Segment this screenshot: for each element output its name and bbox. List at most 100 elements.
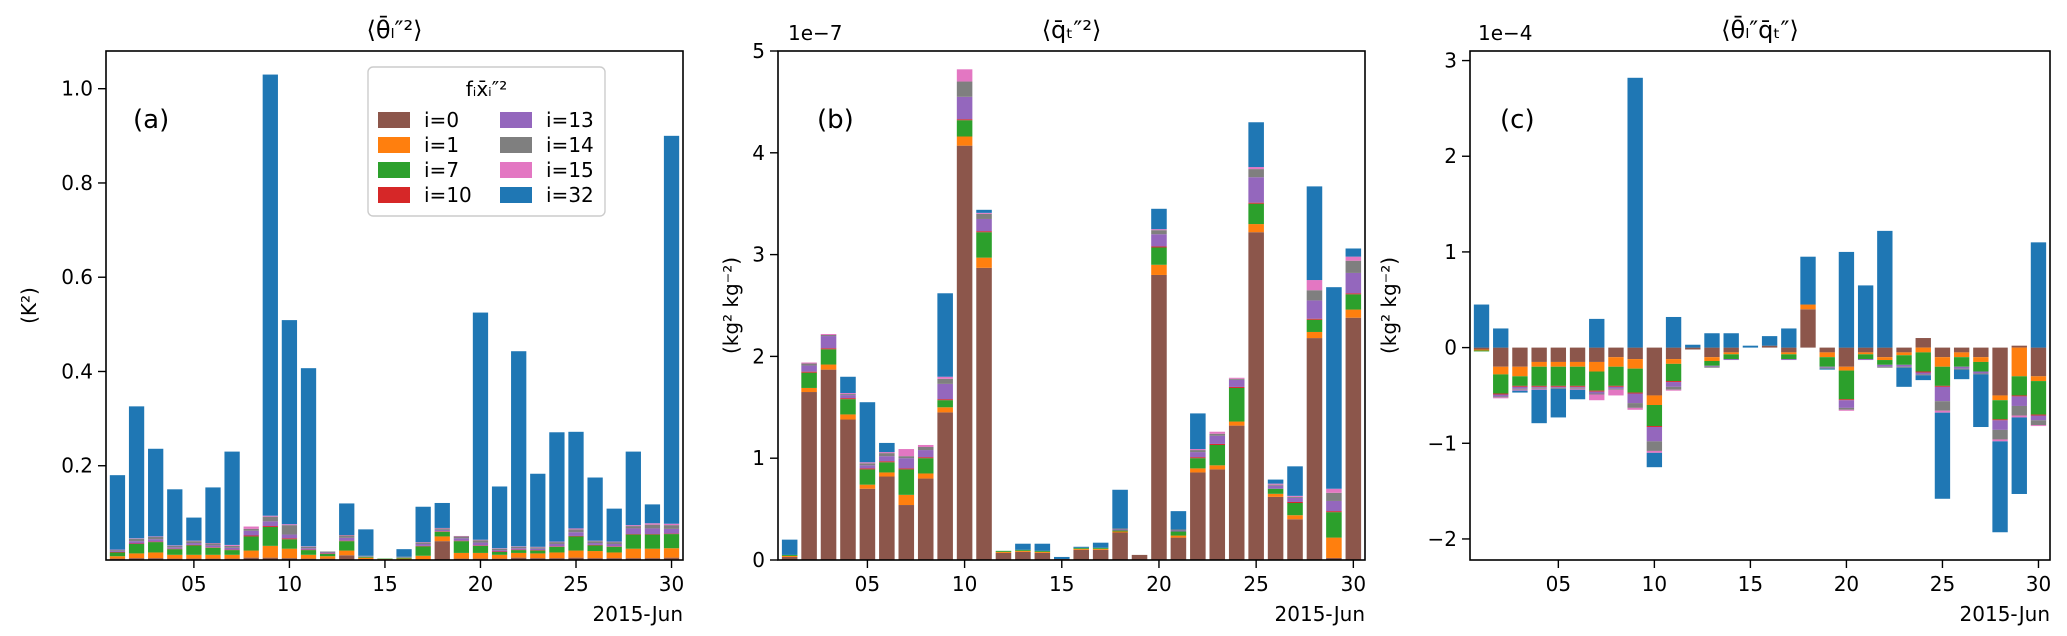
panel-c-bar-day26-i14 [1953,368,1970,370]
panel-c-bar-day28-i15 [1992,439,2008,442]
legend-entries: i=0i=1i=7i=10 i=13i=14i=15i=32 [378,108,594,207]
panel-b-bar-day5-i1 [859,484,876,489]
panel-c-bar-day22-i0 [1877,347,1893,358]
panel-a-bar-day30-i1 [663,548,680,558]
panel-a-bar-day19-i7 [453,541,470,553]
panel-b-bar-day2-i14 [801,363,817,366]
panel-c-bar-day8-i13 [1608,386,1624,389]
panel-b-bar-day10-i13 [956,96,973,120]
panel-b-bar-day28-i14 [1306,290,1323,301]
legend-swatch-i13 [500,112,532,128]
panel-b-bar-day18-i14 [1112,528,1128,530]
panel-a-bar-day9-i32 [262,74,278,516]
panel-b-bar-day15-i32 [1054,556,1070,559]
panel-a-bar-day7-i15 [224,544,240,546]
panel-c-bar-day6-i15 [1569,388,1586,390]
panel-b-bar-day20-i10 [1151,246,1167,248]
panel-b-xtick-label: 25 [1243,572,1268,596]
panel-c-xtick-label: 20 [1834,572,1859,596]
legend: fᵢx̄ᵢ″² i=0i=1i=7i=10 i=13i=14i=15i=32 [367,66,606,217]
legend-label-i14: i=14 [546,133,594,157]
panel-c-bar-day8-i10 [1608,385,1624,387]
panel-b-bar-day9-i32 [937,293,953,377]
panel-c-bar-day23-i13 [1896,364,1912,367]
panel-b-bar-day14-i0 [1034,552,1051,560]
panel-b-bar-day17-i7 [1092,547,1109,549]
panel-a-bar-day10-i1 [281,548,298,559]
panel-c-bar-day18-i0 [1800,309,1816,348]
panel-b-bar-day3-i0 [820,369,837,560]
panel-c-xtick-label: 15 [1738,572,1763,596]
panel-c-ytick-label: 1 [1444,240,1457,264]
panel-c-bar-day13-i32 [1704,333,1720,348]
panel-a-bar-day9-i15 [262,515,278,517]
panel-a-bar-day22-i0 [511,557,527,560]
panel-c-bar-day28-i13 [1992,420,2008,430]
panel-a-bar-day11-i13 [300,548,317,550]
panel-c-bar-day8-i14 [1608,388,1624,390]
panel-b-bar-day25-i32 [1248,122,1264,168]
panel-c-bar-day29-i32 [2011,417,2027,494]
panel-b-bar-day20-i1 [1151,264,1167,275]
panel-b: 0 1 2 3 4 5 05 10 15 20 25 30 ⟨q̄ₜ″²⟩ 1e−7 (b) (kg… [719,16,1366,626]
panel-c-bar-day9-i14 [1627,403,1643,408]
panel-a-bar-day10-i13 [281,534,298,539]
panel-b-bar-day24-i13 [1228,379,1245,387]
panel-b-ylabel: (kg² kg⁻²) [719,257,743,354]
panel-a-bar-day10-i7 [281,539,298,549]
panel-b-bar-day20-i0 [1151,274,1167,560]
panel-a-xtick-label: 25 [563,572,588,596]
panel-a-bar-day25-i13 [568,532,584,536]
panel-a-bar-day22-i1 [511,552,527,558]
panel-b-bar-day7-i15 [898,449,915,457]
panel-a-bar-day3-i0 [148,558,164,560]
legend-label-i13: i=13 [546,108,594,132]
panel-c-bar-day20-i1 [1838,366,1855,371]
panel-b-bar-day25-i0 [1248,232,1264,560]
panel-b-bar-day11-i7 [976,232,992,258]
panel-c-bar-day5-i10 [1550,385,1567,387]
panel-a-yticks: 0.2 0.4 0.6 0.8 1.0 [61,77,106,478]
panel-b-bar-day9-i7 [937,400,953,408]
panel-a-bar-day29-i1 [644,548,661,559]
panel-c-xtick-label: 30 [2026,572,2051,596]
panel-b-bar-day17-i0 [1092,549,1109,560]
panel-b-bar-day27-i13 [1287,497,1303,502]
panel-b-bar-day18-i13 [1112,529,1128,531]
panel-c-bar-day3-i10 [1512,385,1528,387]
panel-a-bar-day21-i7 [491,551,508,555]
panel-c-bar-day14-i0 [1723,347,1739,353]
panel-c-bar-day10-i13 [1646,427,1663,442]
panel-a-xtick-label: 20 [468,572,493,596]
panel-a-bar-day4-i32 [167,489,183,546]
panel-c-bar-day2-i0 [1493,347,1509,367]
panel-a-bar-day2-i13 [128,541,145,544]
panel-c-bar-day29-i13 [2011,396,2027,406]
panel-b-bar-day22-i10 [1190,457,1206,459]
panel-a-bar-day8-i13 [243,530,259,536]
panel-b-bar-day8-i13 [917,450,934,458]
panel-a-bar-day17-i32 [415,506,431,543]
panel-a-bar-day26-i1 [587,551,603,559]
panel-c: −2 −1 0 1 2 3 05 10 15 20 25 30 ⟨θ̄ₗ″q̄ₜ″⟩ 1e−4 (c… [1377,15,2051,626]
panel-a-bar-day20-i7 [472,545,489,553]
panel-b-bar-day17-i32 [1092,542,1109,548]
panel-a-bar-day21-i1 [491,554,508,559]
legend-label-i10: i=10 [424,183,472,207]
panel-b-bar-day24-i1 [1228,421,1245,426]
panel-c-bar-day20-i10 [1838,399,1855,401]
panel-b-bar-day18-i0 [1112,532,1128,560]
panel-b-bar-day11-i32 [976,209,992,213]
panel-a-bar-day21-i14 [491,548,508,551]
panel-c-bar-day28-i7 [1992,400,2008,420]
panel-a-bar-day3-i32 [148,448,164,537]
panel-c-bar-day1-i1 [1473,349,1490,351]
panel-b-bar-day29-i15 [1326,488,1342,493]
panel-a-bar-day12-i14 [319,551,336,553]
panel-b-bar-day14-i32 [1034,543,1051,551]
panel-c-bar-day5-i32 [1550,388,1567,418]
panel-b-ytick-label: 1 [752,446,765,470]
panel-a-bar-day18-i13 [434,529,450,532]
panel-b-bar-day13-i1 [1015,550,1031,552]
panel-a-bars [109,74,680,560]
